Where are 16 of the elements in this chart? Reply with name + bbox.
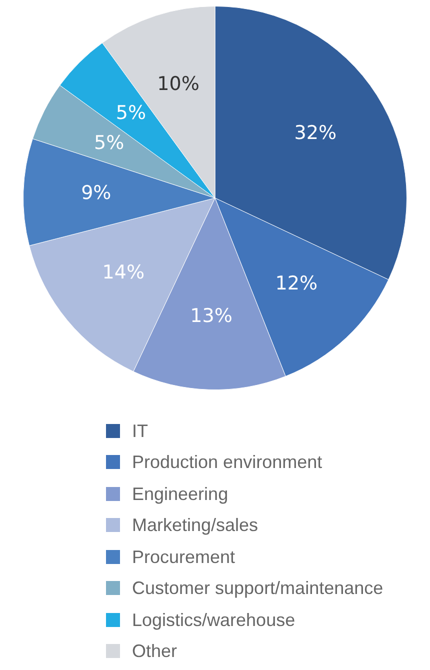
data-label: 10% [157, 72, 200, 95]
legend-label: Engineering [132, 482, 228, 505]
legend-label: Production environment [132, 451, 322, 474]
legend-label: Logistics/warehouse [132, 608, 296, 631]
data-label: 5% [116, 102, 146, 124]
data-label: 14% [102, 262, 145, 284]
data-label: 5% [94, 132, 124, 154]
data-label: 13% [190, 304, 232, 327]
data-label: 32% [294, 122, 336, 144]
data-label: 12% [275, 272, 318, 295]
data-label: 9% [81, 182, 112, 204]
legend-label: IT [132, 420, 148, 442]
legend-label: Customer support/maintenance [132, 577, 384, 600]
legend-label: Marketing/sales [132, 514, 258, 536]
legend-label: Other [132, 640, 178, 662]
legend-label: Procurement [132, 546, 236, 568]
